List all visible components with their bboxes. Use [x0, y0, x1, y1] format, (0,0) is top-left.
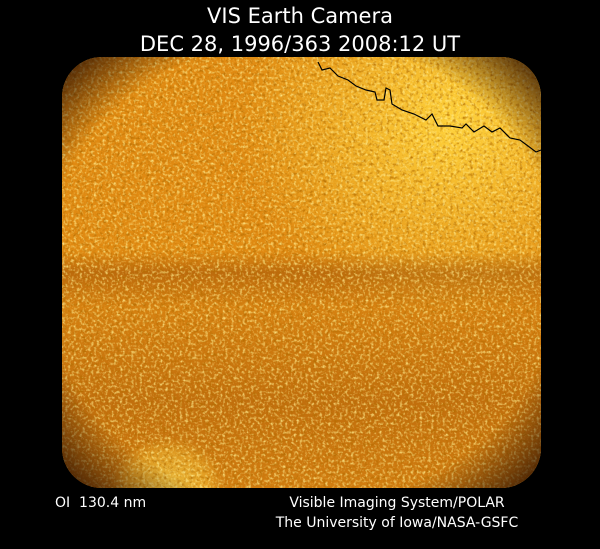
filter-label: OI 130.4 nm — [55, 495, 146, 511]
earth-image — [62, 57, 541, 488]
institution-label: The University of Iowa/NASA-GSFC — [275, 515, 519, 531]
title: VIS Earth Camera — [207, 4, 393, 28]
timestamp: DEC 28, 1996/363 2008:12 UT — [140, 32, 460, 56]
coastline — [317, 61, 541, 153]
instrument-label: Visible Imaging System/POLAR — [289, 495, 505, 511]
